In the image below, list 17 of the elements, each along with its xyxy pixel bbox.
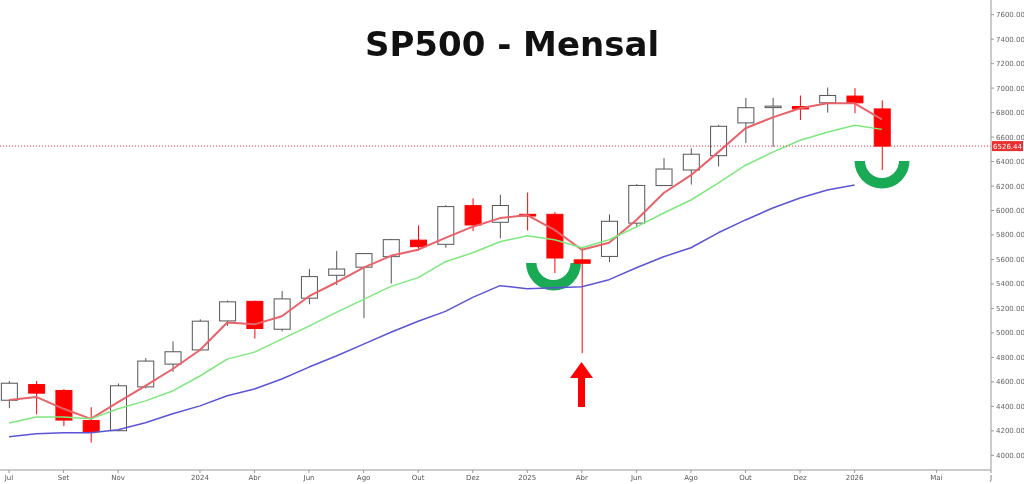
text: SP500 - Mensal: [364, 24, 660, 64]
candlestick: [219, 299, 237, 327]
candlestick: [300, 268, 318, 305]
candlestick: [355, 252, 373, 319]
candlestick: [410, 224, 428, 251]
candlestick: [328, 250, 346, 286]
candlestick: [846, 87, 864, 114]
candlestick: [764, 97, 782, 148]
line-series: [8, 184, 856, 438]
candlestick: [382, 238, 400, 285]
candlestick: [164, 340, 182, 373]
candlestick: [737, 97, 755, 144]
candlestick: [464, 197, 482, 232]
candlestick: [28, 380, 46, 415]
candlestick: [682, 147, 700, 186]
candlestick: [82, 406, 100, 444]
candlestick: [655, 157, 673, 187]
